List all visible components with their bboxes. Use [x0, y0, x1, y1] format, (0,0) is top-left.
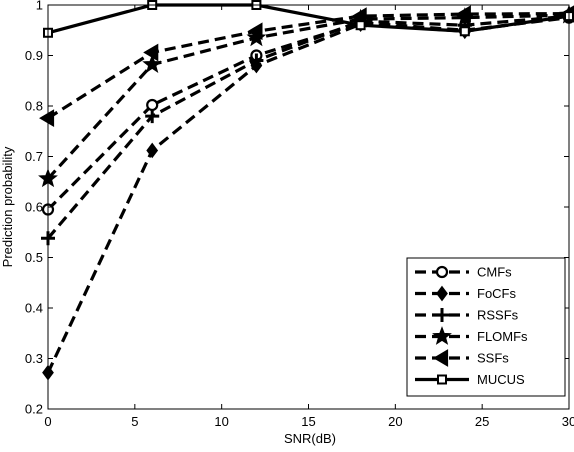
data-point-rssfs [249, 53, 264, 68]
legend-marker [436, 285, 448, 302]
data-point-rssfs [145, 109, 160, 124]
data-point-flomfs [142, 54, 163, 74]
legend-item-mucus: MUCUS [415, 372, 525, 387]
series-line-flomfs [46, 13, 570, 180]
series-line-rssfs [46, 14, 570, 240]
y-tick-label: 0.8 [25, 99, 43, 114]
y-axis-label: Prediction probability [0, 146, 15, 267]
data-point-mucus [459, 26, 470, 37]
y-tick-label: 0.4 [25, 301, 43, 316]
y-tick-label: 0.9 [25, 48, 43, 63]
x-tick-label: 0 [44, 414, 51, 429]
legend-label: CMFs [477, 265, 512, 280]
legend-label: SSFs [477, 351, 509, 366]
legend-label: FoCFs [477, 286, 517, 301]
legend-label: MUCUS [477, 372, 525, 387]
legend-marker [435, 265, 449, 279]
x-tick-label: 25 [475, 414, 489, 429]
y-tick-label: 0.5 [25, 250, 43, 265]
x-tick-label: 20 [388, 414, 402, 429]
data-point-cmfs [146, 98, 159, 112]
data-point-mucus [355, 20, 366, 31]
y-tick-label: 1 [36, 0, 43, 13]
y-tick-label: 0.6 [25, 200, 43, 215]
x-tick-label: 15 [301, 414, 315, 429]
legend-item-flomfs: FLOMFs [415, 326, 528, 345]
y-tick-label: 0.7 [25, 149, 43, 164]
data-point-focfs [146, 142, 159, 159]
data-point-ssfs [247, 22, 263, 41]
legend-marker [433, 349, 449, 367]
data-point-flomfs [246, 27, 267, 47]
x-tick-label: 30 [562, 414, 574, 429]
legend-item-focfs: FoCFs [415, 285, 517, 302]
x-axis-label: SNR(dB) [284, 431, 336, 446]
axes-layer: 0 5 10 15 20 25 30 0.2 0.3 0.4 0.5 0.6 0.7 0.8 0.9 1 [25, 0, 574, 429]
x-tick-label: 10 [214, 414, 228, 429]
data-point-ssfs [455, 5, 471, 23]
data-point-ssfs [351, 7, 367, 25]
legend-item-cmfs: CMFs [415, 265, 512, 280]
legend-item-rssfs: RSSFs [415, 308, 519, 323]
data-point-ssfs [143, 43, 159, 62]
y-tick-label: 0.3 [25, 351, 43, 366]
legend-box [406, 257, 566, 397]
legend-marker [432, 326, 452, 345]
x-tick-label: 5 [131, 414, 138, 429]
data-point-ssfs [39, 109, 55, 127]
legend: CMFs FoCFs RSSFs FLOMFs SSFs MUCUS [406, 257, 566, 397]
legend-marker [435, 308, 449, 322]
legend-marker [437, 374, 447, 385]
y-tick-label: 0.2 [25, 402, 43, 417]
legend-item-ssfs: SSFs [415, 349, 509, 367]
series-line-ssfs [47, 11, 570, 120]
legend-label: FLOMFs [477, 329, 528, 344]
legend-label: RSSFs [477, 308, 519, 323]
